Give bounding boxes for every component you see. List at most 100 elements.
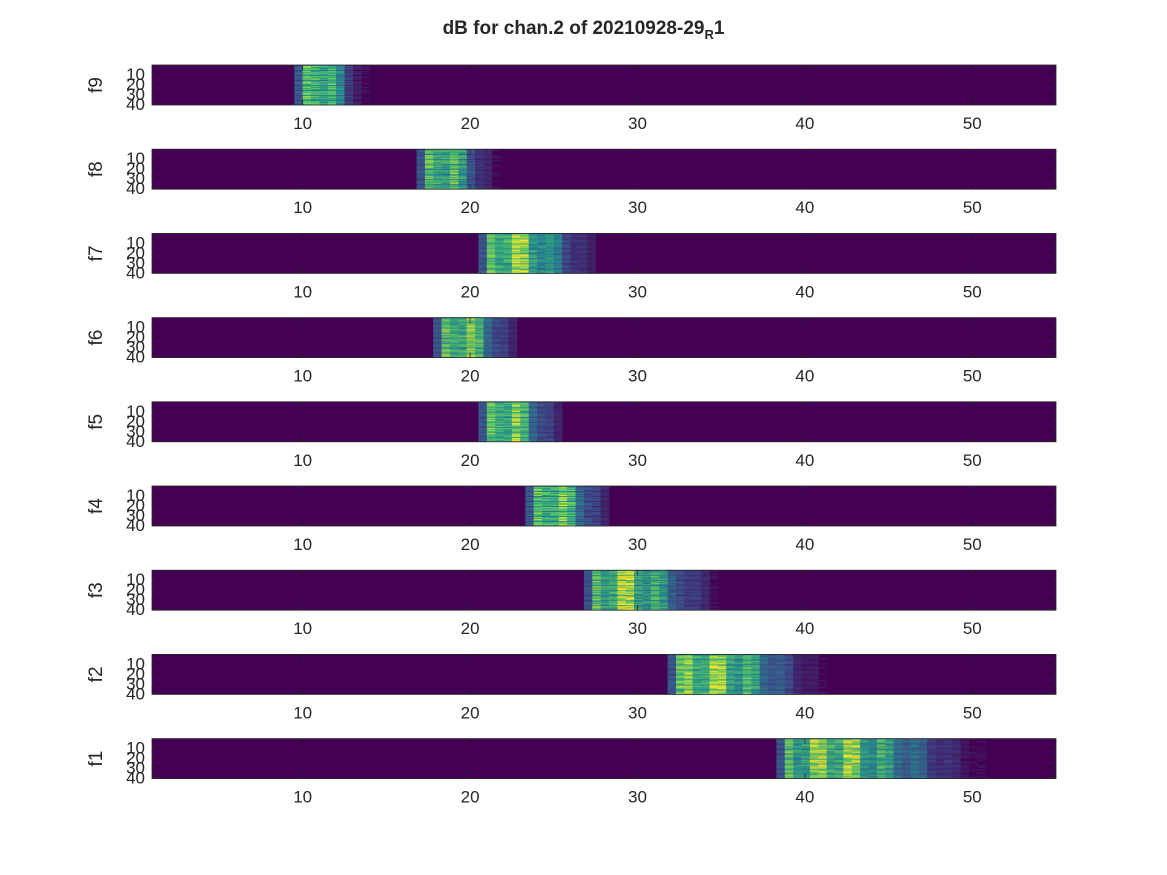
heat-cell [550, 490, 560, 492]
heat-cell [968, 756, 978, 758]
heat-cell [684, 600, 694, 602]
heat-cell [562, 265, 571, 267]
heat-cell [902, 758, 911, 760]
heat-cell [475, 321, 484, 323]
heat-cell [684, 581, 694, 583]
heat-cell [553, 403, 563, 405]
heat-cell [667, 584, 677, 586]
heat-cell [583, 493, 593, 495]
heat-cell [575, 507, 585, 509]
heat-cell [533, 490, 543, 492]
heat-cell [709, 681, 719, 683]
heat-cell [843, 751, 853, 753]
heat-cell [361, 91, 370, 93]
heat-cell [600, 587, 610, 589]
heat-cell [562, 238, 571, 240]
heat-cell [609, 595, 618, 597]
heat-cell [450, 188, 459, 190]
heat-cell [701, 608, 710, 610]
heat-cell [676, 599, 685, 601]
heat-cell [491, 336, 501, 338]
heat-cell [759, 675, 769, 677]
heat-cell [676, 674, 685, 676]
heat-cell [294, 67, 303, 69]
heat-cell [617, 573, 627, 575]
heat-cell [600, 582, 610, 584]
heat-cell [486, 429, 496, 431]
heat-cell [441, 155, 451, 157]
panel-background [152, 401, 1056, 442]
heat-cell [336, 94, 345, 96]
heat-cell [483, 341, 493, 343]
heat-cell [587, 239, 596, 241]
heat-cell [550, 523, 560, 525]
heat-cell [416, 178, 426, 180]
heat-cell [486, 241, 496, 243]
heat-cell [466, 344, 476, 346]
heat-cell [486, 237, 496, 239]
heat-cell [902, 749, 911, 751]
heat-cell [759, 659, 769, 661]
heat-cell [511, 264, 521, 266]
heat-cell [553, 438, 563, 440]
heat-cell [676, 676, 685, 678]
heat-cell [600, 597, 610, 599]
heat-cell [592, 497, 601, 499]
heat-cell [676, 666, 685, 668]
heat-cell [801, 692, 811, 694]
heat-cell [475, 157, 484, 159]
heat-cell [701, 583, 710, 585]
heat-cell [503, 251, 513, 253]
heat-cell [587, 254, 596, 256]
heat-cell [475, 349, 484, 351]
heat-cell [809, 658, 819, 660]
heat-cell [952, 751, 961, 753]
heat-cell [575, 495, 585, 497]
heat-cell [478, 254, 488, 256]
heat-cell [918, 751, 928, 753]
heat-cell [533, 512, 543, 514]
heat-cell [776, 766, 786, 768]
heat-cell [511, 439, 521, 441]
heat-cell [960, 752, 970, 754]
heat-cell [486, 247, 496, 249]
heat-cell [553, 233, 563, 235]
heat-cell [684, 601, 694, 603]
heat-cell [776, 764, 786, 766]
heat-cell [525, 488, 534, 490]
heat-cell [475, 341, 484, 343]
heat-cell [587, 249, 596, 251]
x-tick-label: 40 [795, 367, 814, 386]
heat-cell [491, 348, 501, 350]
heat-cell [562, 256, 571, 258]
heat-cell [311, 82, 320, 84]
heat-cell [676, 602, 685, 604]
heat-cell [676, 576, 685, 578]
heat-cell [511, 243, 521, 245]
heat-cell [478, 419, 488, 421]
heat-cell [676, 593, 685, 595]
heat-cell [478, 270, 488, 272]
heat-cell [336, 93, 345, 95]
heat-cell [701, 668, 710, 670]
heat-cell [684, 656, 694, 658]
heat-cell [575, 516, 585, 518]
heat-cell [466, 320, 476, 322]
heat-cell [433, 149, 442, 151]
heat-cell [609, 590, 618, 592]
heat-cell [570, 246, 580, 248]
heat-cell [600, 584, 610, 586]
heat-cell [352, 68, 362, 70]
heat-cell [952, 776, 961, 778]
heat-cell [952, 755, 961, 757]
heat-cell [433, 353, 442, 355]
heat-cell [918, 744, 928, 746]
heat-cell [600, 498, 610, 500]
heat-cell [553, 244, 563, 246]
heat-cell [860, 764, 869, 766]
heat-cell [943, 758, 953, 760]
heat-cell [525, 502, 534, 504]
heat-cell [450, 172, 459, 174]
heat-cell [433, 166, 442, 168]
heat-cell [553, 269, 563, 271]
